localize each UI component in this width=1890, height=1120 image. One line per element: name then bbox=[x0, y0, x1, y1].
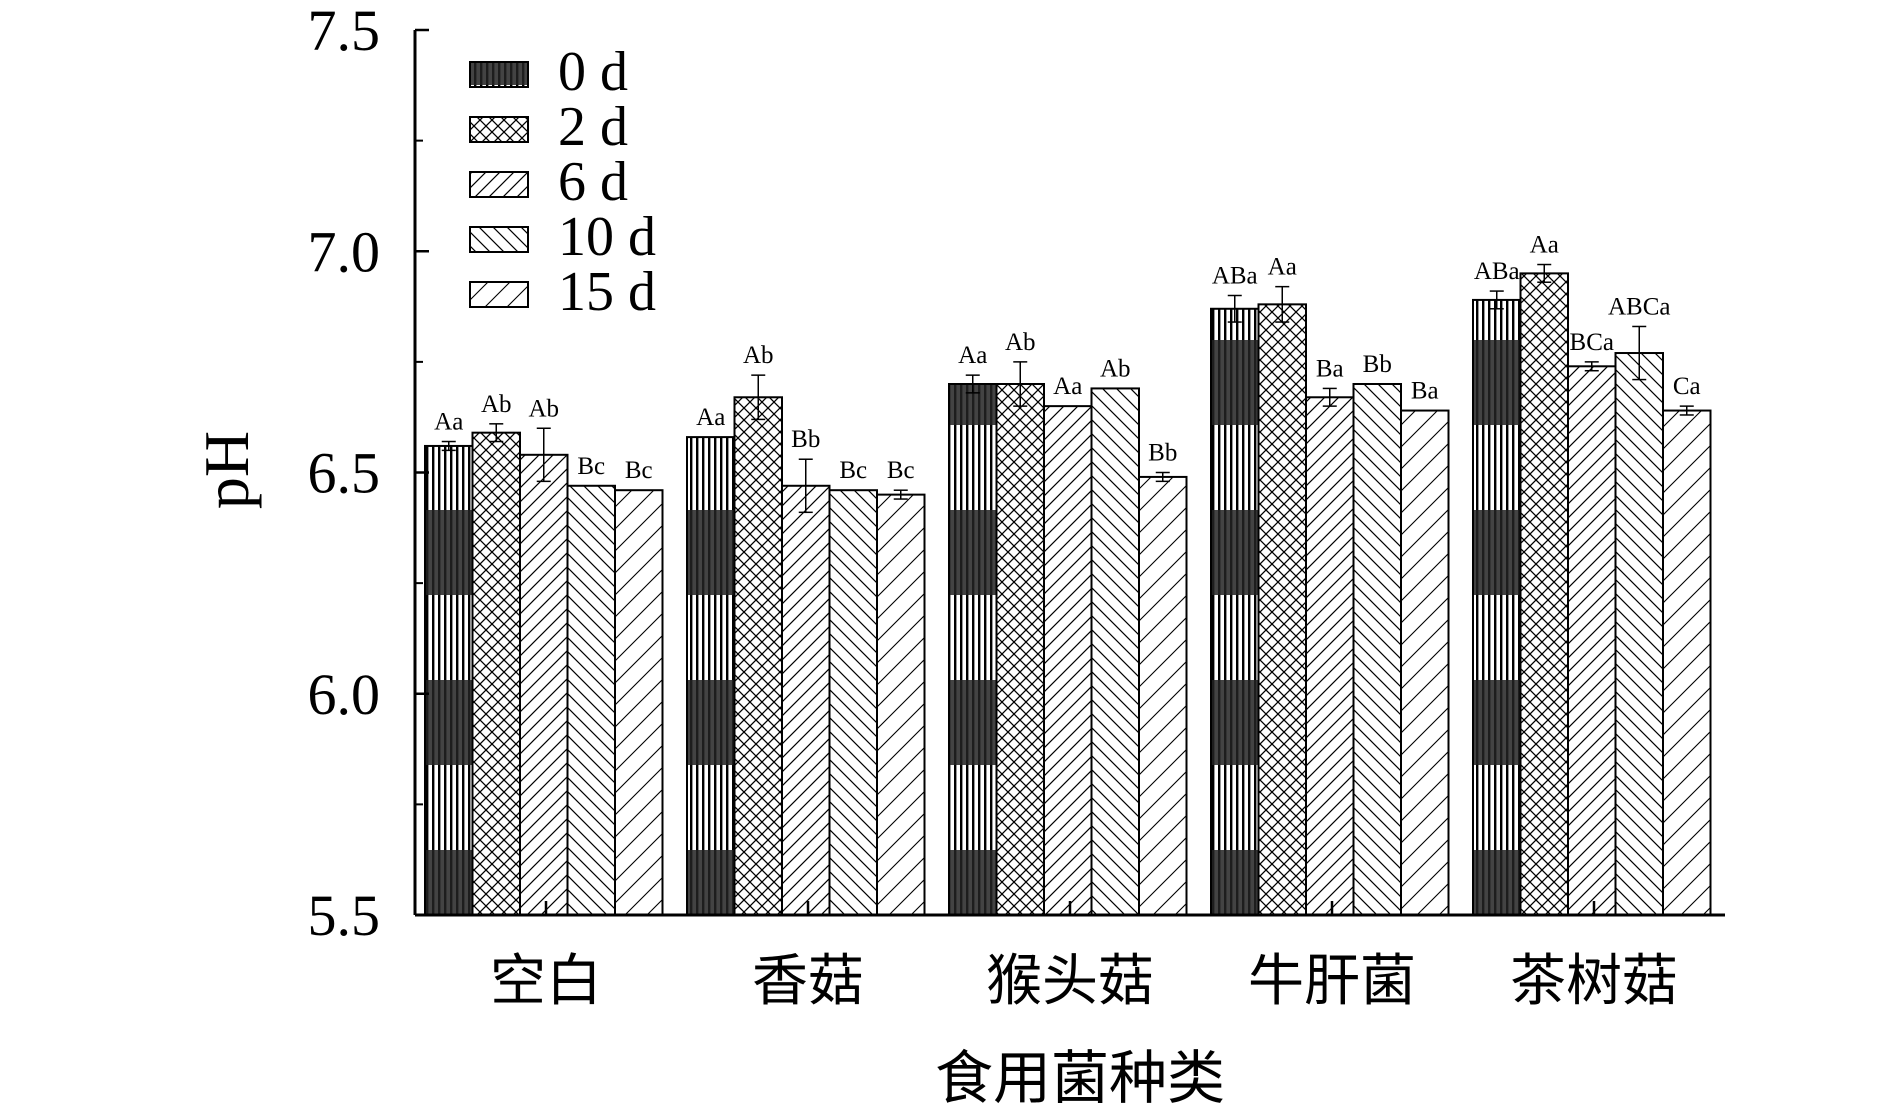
bar-2-3 bbox=[1090, 387, 1140, 916]
legend-label-3: 10 d bbox=[558, 206, 656, 268]
significance-label-2-3: Ab bbox=[1100, 355, 1131, 382]
bar-3-1 bbox=[1257, 303, 1307, 917]
y-tick-label-3: 7.0 bbox=[308, 219, 381, 284]
significance-label-3-4: Ba bbox=[1411, 378, 1439, 405]
bar-1-2 bbox=[781, 484, 831, 916]
significance-label-0-1: Ab bbox=[481, 391, 512, 418]
significance-label-1-4: Bc bbox=[887, 457, 915, 484]
bar-1-3 bbox=[828, 489, 878, 916]
legend-swatch-1 bbox=[469, 116, 529, 143]
y-tick-label-4: 7.5 bbox=[308, 0, 381, 63]
significance-label-4-0: ABa bbox=[1474, 258, 1520, 285]
significance-label-1-2: Bb bbox=[791, 426, 820, 453]
legend-label-1: 2 d bbox=[558, 96, 628, 158]
y-axis-title-group: pH bbox=[191, 431, 262, 509]
significance-label-1-0: Aa bbox=[696, 404, 725, 431]
significance-label-3-0: ABa bbox=[1212, 263, 1258, 290]
legend-swatch-2 bbox=[469, 171, 529, 198]
legend-swatch-0 bbox=[469, 61, 529, 88]
y-tick-label-2: 6.5 bbox=[308, 441, 381, 506]
plot-area: Aa Ab Ab Bc Bc Aa Ab Bb Bc Bc Aa Ab Aa Ab Bb ABa Aa Ba Bb B… bbox=[424, 232, 1712, 917]
bar-0-0 bbox=[424, 444, 474, 916]
bar-2-1 bbox=[995, 383, 1045, 916]
legend: 0 d2 d6 d10 d15 d bbox=[469, 41, 656, 323]
bar-4-4 bbox=[1662, 409, 1712, 916]
bar-2-4 bbox=[1138, 475, 1188, 916]
bar-2-0 bbox=[948, 383, 998, 916]
significance-label-3-3: Bb bbox=[1363, 351, 1392, 378]
x-axis-title: 食用菌种类 bbox=[935, 1044, 1225, 1112]
bar-0-1 bbox=[471, 431, 521, 916]
significance-label-4-1: Aa bbox=[1530, 232, 1559, 259]
significance-label-0-0: Aa bbox=[434, 409, 463, 436]
significance-label-1-3: Bc bbox=[839, 457, 867, 484]
bar-1-0 bbox=[686, 436, 736, 916]
legend-label-4: 15 d bbox=[558, 261, 656, 323]
significance-label-2-4: Bb bbox=[1148, 440, 1177, 467]
bar-3-2 bbox=[1305, 396, 1355, 916]
significance-label-4-2: BCa bbox=[1570, 329, 1614, 356]
bar-0-2 bbox=[519, 453, 569, 916]
significance-label-4-4: Ca bbox=[1673, 373, 1701, 400]
bar-0-3 bbox=[566, 484, 616, 916]
significance-label-2-0: Aa bbox=[958, 342, 987, 369]
bar-3-0 bbox=[1210, 307, 1260, 916]
bar-3-4 bbox=[1400, 409, 1450, 916]
bar-2-2 bbox=[1043, 405, 1093, 916]
significance-label-2-1: Ab bbox=[1005, 329, 1036, 356]
bar-4-1 bbox=[1519, 272, 1569, 916]
legend-label-0: 0 d bbox=[558, 41, 628, 103]
significance-label-2-2: Aa bbox=[1053, 373, 1082, 400]
bar-4-2 bbox=[1567, 365, 1617, 916]
x-tick-label-0: 空白 bbox=[490, 949, 602, 1014]
y-tick-label-0: 5.5 bbox=[308, 883, 381, 948]
x-tick-label-3: 牛肝菌 bbox=[1248, 949, 1416, 1014]
bar-1-4 bbox=[876, 493, 926, 916]
significance-label-0-4: Bc bbox=[625, 457, 653, 484]
bar-4-0 bbox=[1472, 298, 1522, 916]
legend-swatch-4 bbox=[469, 281, 529, 308]
significance-label-3-2: Ba bbox=[1316, 355, 1344, 382]
x-tick-label-4: 茶树菇 bbox=[1510, 949, 1678, 1014]
significance-label-0-3: Bc bbox=[577, 453, 605, 480]
legend-swatch-3 bbox=[469, 226, 529, 253]
significance-label-4-3: ABCa bbox=[1608, 293, 1671, 320]
significance-label-1-1: Ab bbox=[743, 342, 774, 369]
y-axis-title: pH bbox=[191, 431, 262, 509]
bar-4-3 bbox=[1614, 352, 1664, 916]
y-tick-label-1: 6.0 bbox=[308, 662, 381, 727]
significance-label-0-2: Ab bbox=[528, 395, 559, 422]
bar-0-4 bbox=[614, 489, 664, 916]
axes: 空白 香菇 猴头菇 牛肝菌 茶树菇 5.5 6.0 6.5 7.0 7.5 bbox=[308, 0, 1725, 1014]
bar-1-1 bbox=[733, 396, 783, 916]
x-tick-label-1: 香菇 bbox=[752, 949, 864, 1014]
legend-label-2: 6 d bbox=[558, 151, 628, 213]
bar-3-3 bbox=[1352, 383, 1402, 916]
x-tick-label-2: 猴头菇 bbox=[986, 949, 1154, 1014]
significance-label-3-1: Aa bbox=[1268, 254, 1297, 281]
